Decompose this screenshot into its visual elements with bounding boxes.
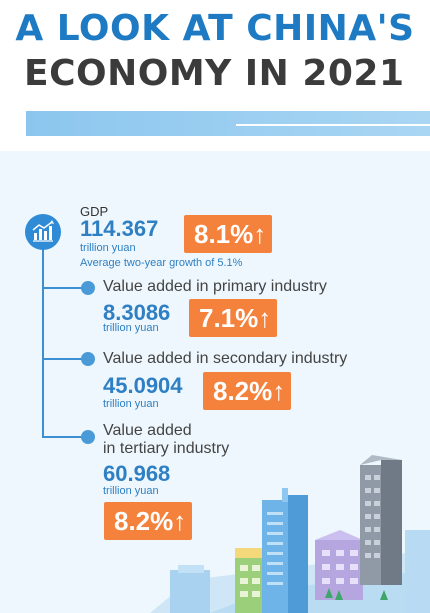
gdp-note: Average two-year growth of 5.1% bbox=[80, 257, 243, 269]
up-arrow-icon: ↑ bbox=[253, 219, 267, 249]
tertiary-unit: trillion yuan bbox=[103, 485, 159, 497]
gdp-label: GDP bbox=[80, 204, 109, 219]
tertiary-growth: 8.2% bbox=[114, 506, 174, 536]
primary-label: Value added in primary industry bbox=[103, 278, 327, 295]
tertiary-label-line-2: in tertiary industry bbox=[103, 440, 230, 457]
gdp-growth-badge: 8.1%↑ bbox=[184, 215, 273, 253]
secondary-dot bbox=[81, 352, 95, 366]
title-line-1: A LOOK AT CHINA'S bbox=[15, 8, 415, 49]
tertiary-growth-badge: 8.2%↑ bbox=[104, 502, 193, 540]
up-arrow-icon: ↑ bbox=[173, 506, 187, 536]
title-line-2: ECONOMY IN 2021 bbox=[24, 53, 405, 94]
tertiary-dot bbox=[81, 430, 95, 444]
secondary-growth-badge: 8.2%↑ bbox=[203, 372, 292, 410]
title-banner bbox=[26, 111, 430, 136]
timeline-branch-primary bbox=[42, 287, 84, 289]
up-arrow-icon: ↑ bbox=[272, 376, 286, 406]
secondary-value: 45.0904 bbox=[103, 373, 183, 398]
secondary-growth: 8.2% bbox=[213, 376, 273, 406]
up-arrow-icon: ↑ bbox=[258, 303, 272, 333]
tertiary-value: 60.968 bbox=[103, 461, 171, 486]
primary-growth: 7.1% bbox=[199, 303, 259, 333]
timeline-branch-tertiary bbox=[42, 436, 84, 438]
timeline-branch-secondary bbox=[42, 358, 84, 360]
gdp-unit: trillion yuan bbox=[80, 242, 136, 254]
primary-dot bbox=[81, 281, 95, 295]
bar-chart-icon bbox=[25, 214, 61, 250]
primary-growth-badge: 7.1%↑ bbox=[189, 299, 278, 337]
tertiary-label-line-1: Value added bbox=[103, 422, 192, 439]
city-illustration bbox=[150, 455, 430, 613]
primary-value: 8.3086 bbox=[103, 300, 171, 325]
secondary-label: Value added in secondary industry bbox=[103, 350, 348, 367]
timeline-trunk bbox=[42, 249, 44, 438]
secondary-unit: trillion yuan bbox=[103, 398, 159, 410]
primary-unit: trillion yuan bbox=[103, 322, 159, 334]
gdp-growth: 8.1% bbox=[194, 219, 254, 249]
gdp-value: 114.367 bbox=[80, 216, 159, 241]
banner-line bbox=[236, 124, 430, 126]
